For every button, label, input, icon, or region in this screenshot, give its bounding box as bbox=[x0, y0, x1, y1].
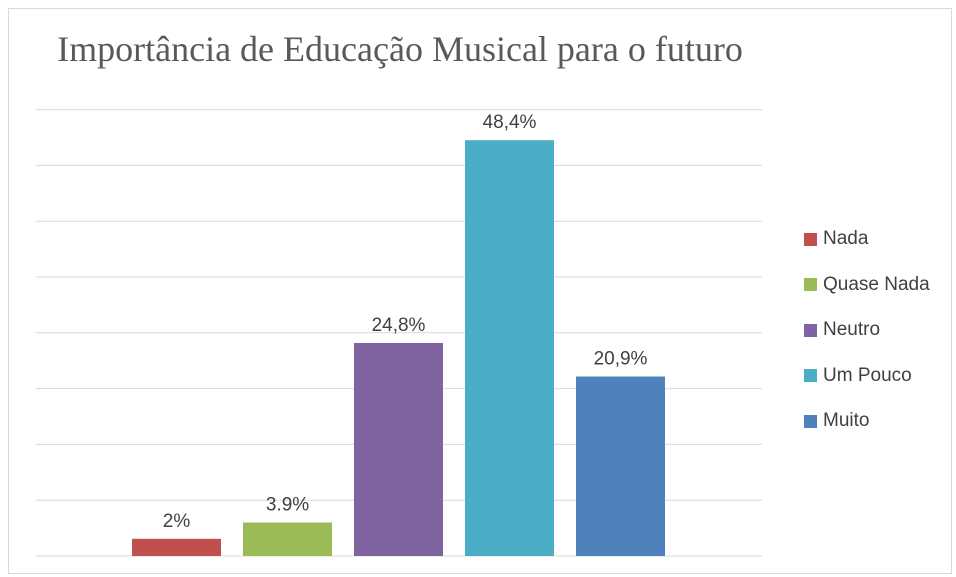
legend-label: Muito bbox=[823, 410, 870, 431]
data-label: 2% bbox=[163, 511, 191, 532]
data-label: 3.9% bbox=[266, 495, 309, 516]
legend-label: Um Pouco bbox=[823, 364, 912, 386]
bar-muito bbox=[576, 376, 665, 556]
legend-swatch bbox=[804, 278, 817, 291]
legend-label: Neutro bbox=[823, 319, 881, 340]
legend-item: Quase Nada bbox=[804, 274, 930, 296]
chart-legend: Nada Quase Nada Neutro Um Pouco Muito bbox=[804, 228, 930, 456]
bar-quase-nada bbox=[243, 522, 332, 556]
bar-nada bbox=[132, 538, 221, 556]
legend-item: Um Pouco bbox=[804, 365, 930, 387]
legend-swatch bbox=[804, 232, 817, 246]
bar-neutro bbox=[354, 343, 443, 556]
data-label: 20,9% bbox=[594, 349, 648, 370]
legend-item: Neutro bbox=[804, 319, 930, 341]
legend-label: Quase Nada bbox=[823, 273, 930, 295]
chart-title: Importância de Educação Musical para o f… bbox=[57, 29, 743, 69]
legend-swatch bbox=[804, 323, 817, 337]
legend-swatch bbox=[804, 369, 817, 382]
legend-swatch bbox=[804, 414, 817, 428]
legend-item: Muito bbox=[804, 410, 930, 432]
legend-item: Nada bbox=[804, 228, 930, 250]
bar-um-pouco bbox=[465, 140, 554, 556]
legend-label: Nada bbox=[823, 228, 869, 249]
data-label: 24,8% bbox=[372, 315, 426, 336]
data-label: 48,4% bbox=[483, 112, 537, 133]
